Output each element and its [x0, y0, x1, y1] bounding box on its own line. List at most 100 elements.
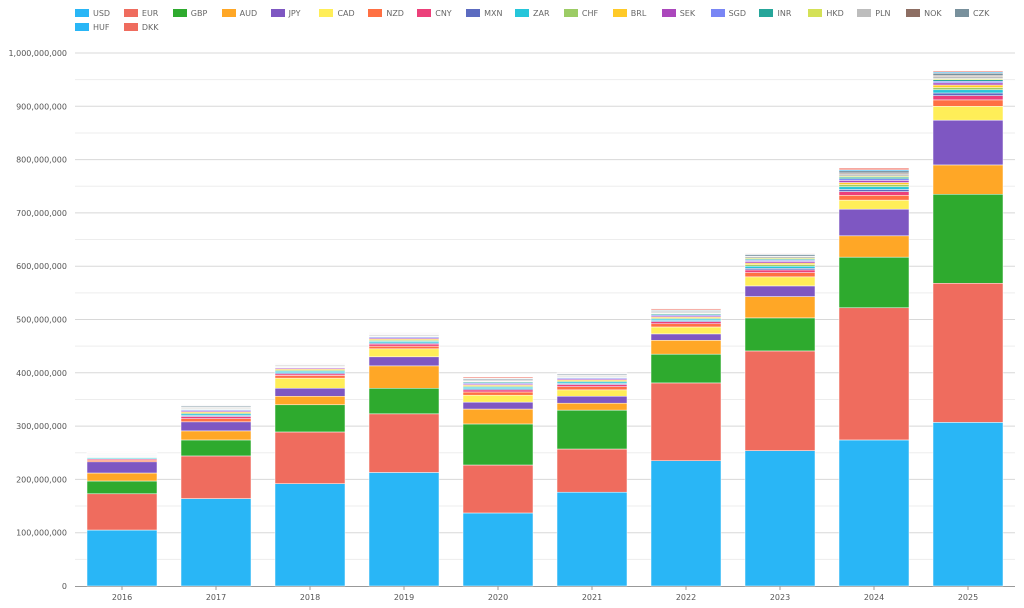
- legend-item-czk[interactable]: CZK: [955, 7, 1004, 19]
- y-tick-label: 1,000,000,000: [8, 49, 67, 58]
- legend-item-eur[interactable]: EUR: [123, 7, 173, 19]
- y-tick-label: 200,000,000: [16, 475, 67, 484]
- bar-segment-zar-2024: [838, 186, 910, 190]
- legend-item-huf[interactable]: HUF: [75, 21, 124, 33]
- legend-item-chf[interactable]: CHF: [563, 7, 613, 19]
- legend-swatch: [221, 9, 236, 17]
- legend-label: CAD: [337, 8, 355, 18]
- bar-segment-zar-2023: [744, 265, 816, 269]
- legend-item-cny[interactable]: CNY: [417, 7, 466, 19]
- legend-item-mxn[interactable]: MXN: [466, 7, 515, 19]
- legend-label: AUD: [239, 8, 258, 18]
- bar-segment-aud-2017: [180, 430, 252, 441]
- legend-item-nok[interactable]: NOK: [906, 7, 955, 19]
- bar-segment-dkk-2016: [86, 451, 158, 453]
- legend-label: EUR: [141, 8, 159, 18]
- bar-segment-gbp-2020: [462, 423, 534, 466]
- legend-item-dkk[interactable]: DKK: [123, 21, 173, 33]
- bar-segment-cad-2025: [932, 106, 1004, 121]
- bar-segment-eur-2022: [650, 382, 722, 461]
- legend-swatch: [808, 9, 823, 17]
- bar-segment-gbp-2018: [274, 404, 346, 433]
- legend-item-hkd[interactable]: HKD: [808, 7, 857, 19]
- x-tick-label: 2020: [488, 593, 508, 602]
- bar-segment-aud-2022: [650, 340, 722, 355]
- legend-label: MXN: [484, 8, 503, 18]
- legend-swatch: [906, 9, 921, 17]
- bar-segment-gbp-2019: [368, 388, 440, 415]
- y-tick-label: 500,000,000: [16, 316, 67, 325]
- bar-segment-eur-2021: [556, 448, 628, 493]
- legend-swatch: [123, 23, 138, 31]
- legend-swatch: [515, 9, 530, 17]
- bar-segment-sek-2025: [932, 82, 1004, 86]
- bar-segment-jpy-2025: [932, 119, 1004, 166]
- legend-item-brl[interactable]: BRL: [612, 7, 662, 19]
- legend-item-usd[interactable]: USD: [75, 7, 124, 19]
- bar-segment-aud-2016: [86, 472, 158, 482]
- bar-stack-2025: [932, 70, 1004, 587]
- bar-segment-jpy-2021: [556, 396, 628, 404]
- bar-segment-dkk-2024: [838, 167, 910, 170]
- bar-segment-dkk-2023: [744, 253, 816, 255]
- bar-segment-mxn-2025: [932, 92, 1004, 96]
- legend-item-inr[interactable]: INR: [759, 7, 808, 19]
- bar-segment-gbp-2023: [744, 317, 816, 352]
- bar-segment-nzd-2023: [744, 272, 816, 278]
- legend-swatch: [319, 9, 334, 17]
- bar-segment-cny-2025: [932, 95, 1004, 101]
- legend-item-nzd[interactable]: NZD: [368, 7, 417, 19]
- bar-segment-pln-2025: [932, 76, 1004, 79]
- legend-label: ZAR: [533, 8, 550, 18]
- bar-segment-aud-2024: [838, 235, 910, 258]
- bar-segment-gbp-2024: [838, 256, 910, 309]
- bar-segment-cad-2021: [556, 389, 628, 397]
- bar-segment-usd-2025: [932, 422, 1004, 587]
- bar-segment-eur-2019: [368, 413, 440, 473]
- y-tick-label: 400,000,000: [16, 369, 67, 378]
- legend-item-cad[interactable]: CAD: [319, 7, 368, 19]
- legend-label: DKK: [141, 22, 159, 32]
- bar-segment-nzd-2022: [650, 323, 722, 328]
- legend-label: PLN: [875, 8, 891, 18]
- bar-segment-jpy-2024: [838, 208, 910, 237]
- bar-segment-nzd-2025: [932, 99, 1004, 107]
- legend-label: CZK: [973, 8, 990, 18]
- x-tick-label: 2021: [582, 593, 602, 602]
- legend-label: INR: [777, 8, 792, 18]
- y-tick-label: 600,000,000: [16, 262, 67, 271]
- legend-item-aud[interactable]: AUD: [221, 7, 271, 19]
- bar-segment-dkk-2025: [932, 70, 1004, 73]
- y-tick-label: 700,000,000: [16, 209, 67, 218]
- legend-item-jpy[interactable]: JPY: [270, 7, 320, 19]
- legend-item-sgd[interactable]: SGD: [710, 7, 760, 19]
- bar-segment-cny-2020: [462, 389, 534, 393]
- bar-segment-jpy-2022: [650, 333, 722, 341]
- bar-stack-2024: [838, 167, 910, 587]
- legend-label: NOK: [924, 8, 942, 18]
- bar-stack-2020: [462, 376, 534, 587]
- y-tick-label: 300,000,000: [16, 422, 67, 431]
- bar-segment-aud-2021: [556, 402, 628, 411]
- legend-swatch: [172, 9, 187, 17]
- legend-label: HUF: [93, 22, 110, 32]
- bar-segment-brl-2024: [838, 182, 910, 185]
- bar-segment-jpy-2019: [368, 356, 440, 367]
- legend-item-sek[interactable]: SEK: [661, 7, 711, 19]
- legend-item-gbp[interactable]: GBP: [172, 7, 222, 19]
- legend-swatch: [759, 9, 774, 17]
- bar-segment-usd-2017: [180, 498, 252, 587]
- bar-segment-cny-2022: [650, 321, 722, 325]
- bar-segment-eur-2024: [838, 307, 910, 441]
- bar-segment-chf-2024: [838, 184, 910, 188]
- bar-segment-mxn-2024: [838, 189, 910, 192]
- legend-item-zar[interactable]: ZAR: [515, 7, 564, 19]
- x-tick-label: 2024: [864, 593, 884, 602]
- bar-segment-usd-2024: [838, 439, 910, 587]
- x-tick-label: 2025: [958, 593, 978, 602]
- bar-segment-nzd-2021: [556, 386, 628, 391]
- bar-segment-jpy-2023: [744, 285, 816, 297]
- legend-item-pln[interactable]: PLN: [857, 7, 906, 19]
- bar-segment-jpy-2020: [462, 401, 534, 410]
- bar-segment-aud-2019: [368, 365, 440, 389]
